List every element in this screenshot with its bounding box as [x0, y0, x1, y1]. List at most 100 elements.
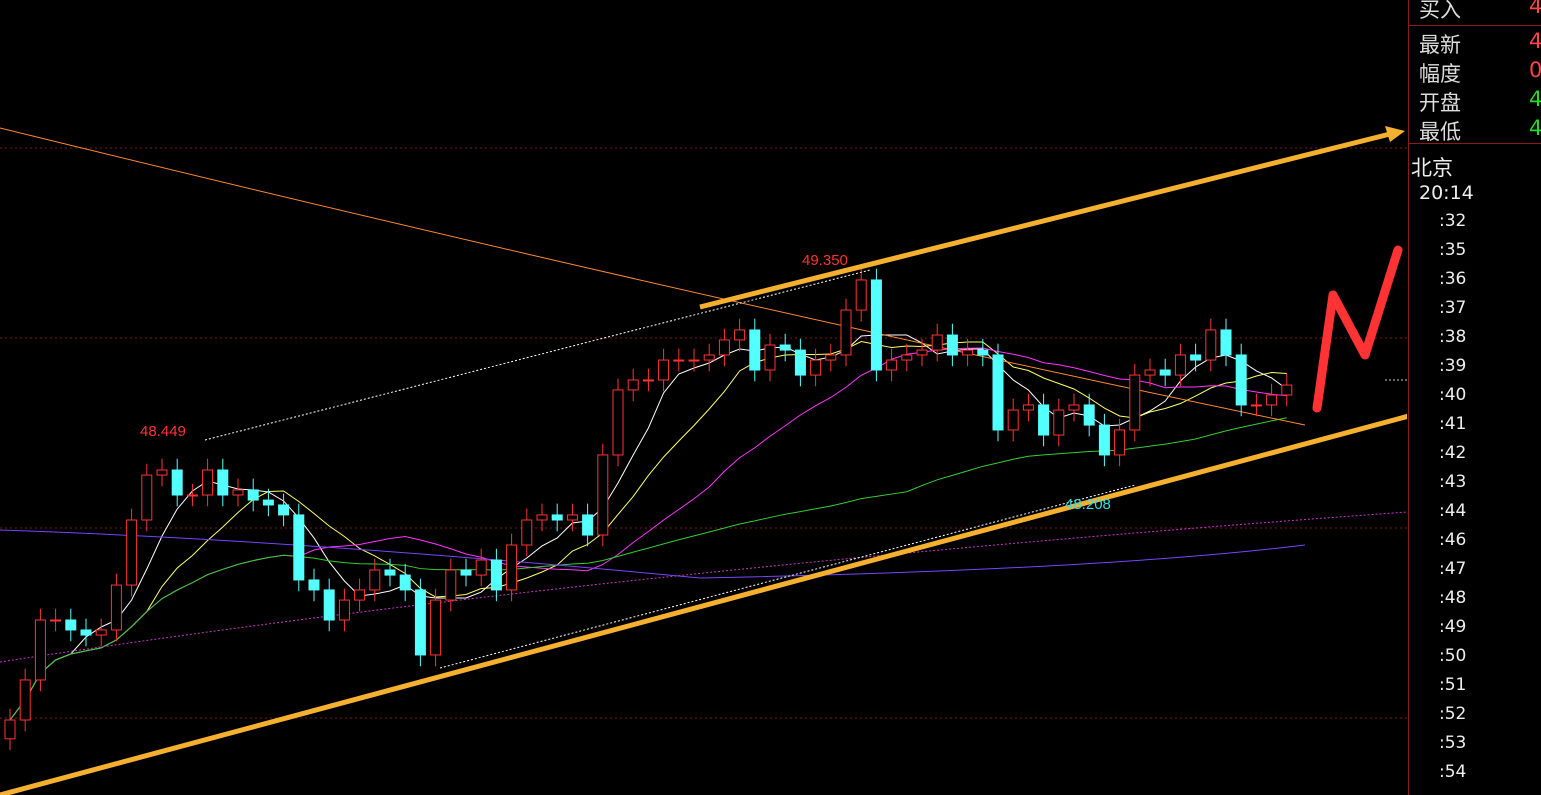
upper-arrow [699, 131, 1391, 310]
candle-body [19, 679, 31, 721]
long-ma-line-2 [0, 529, 1306, 579]
candle-body [338, 599, 350, 621]
quote-row-open: 开盘48 [1419, 87, 1541, 115]
time-tick: :35 [1439, 240, 1467, 260]
high-price-label: 49.350 [802, 252, 848, 269]
candle-body [202, 469, 214, 496]
quote-panel: 买入48. 最新48 幅度0. 开盘48 最低48 北京 20:14 :32:3… [1408, 0, 1541, 795]
candle-body [916, 349, 928, 356]
candle-body [65, 619, 77, 631]
candle-body [992, 354, 1004, 431]
candle-body [962, 349, 974, 356]
candle-body [734, 329, 746, 341]
hand-drawn-n-mark [1312, 245, 1403, 413]
candle-body [460, 569, 472, 576]
candle-body [4, 719, 16, 740]
candle-body [232, 489, 244, 496]
city-label: 北京 [1411, 156, 1453, 180]
candle-body [886, 359, 898, 371]
quote-row-last: 最新48 [1419, 29, 1541, 57]
time-tick: :39 [1439, 356, 1467, 376]
candle-body [1281, 384, 1293, 396]
time-tick: :37 [1439, 298, 1467, 318]
candle-body [688, 359, 700, 362]
candle-body [323, 589, 335, 621]
candle-body [1038, 404, 1050, 436]
candle-body [80, 629, 92, 636]
candle-body [262, 499, 274, 506]
candle-body [399, 574, 411, 591]
candle-body [931, 334, 943, 351]
ma10-line [9, 340, 1287, 721]
candle-body [794, 349, 806, 376]
candle-body [1250, 404, 1262, 407]
quote-row-bid: 买入48. [1419, 0, 1541, 22]
candle-body [1190, 354, 1202, 361]
time-tick: :46 [1439, 530, 1467, 550]
trendline-lower [439, 484, 1136, 669]
candle-body [308, 579, 320, 591]
candle-body [141, 474, 153, 521]
candle-body [658, 359, 670, 381]
candle-body [1053, 409, 1065, 436]
candle-body [1159, 369, 1171, 376]
ma60-line [9, 417, 1287, 721]
candle-body [764, 344, 776, 371]
low-price-label: 48.208 [1065, 496, 1111, 513]
candle-body [1114, 429, 1126, 456]
candle-body [840, 309, 852, 356]
candle-body [1205, 329, 1217, 361]
candle-body [247, 489, 259, 501]
divider [1409, 25, 1541, 26]
candle-body [1220, 329, 1232, 356]
candle-body [384, 569, 396, 576]
candle-body [445, 569, 457, 601]
candle-body [354, 589, 366, 601]
candle-body [901, 354, 913, 361]
candle-body [430, 599, 442, 656]
candle-body [946, 334, 958, 356]
candle-body [414, 589, 426, 656]
candle-body [126, 519, 138, 586]
time-tick: :52 [1439, 704, 1467, 724]
candle-body [1174, 354, 1186, 376]
candle-body [855, 279, 867, 311]
candle-body [673, 359, 685, 362]
arrow-head-icon [1385, 126, 1405, 142]
candle-body [369, 569, 381, 591]
candle-body [718, 339, 730, 356]
long-ma-line-3 [0, 511, 1407, 663]
candle-body [156, 469, 168, 476]
long-ma-line [0, 127, 1306, 426]
candle-body [186, 494, 198, 497]
candle-body [870, 279, 882, 371]
quote-row-low: 最低48 [1419, 116, 1541, 144]
candle-body [1129, 374, 1141, 431]
candle-body [551, 514, 563, 521]
candle-body [1144, 369, 1156, 376]
candle-body [521, 519, 533, 546]
candle-body [506, 544, 518, 591]
candle-body [582, 514, 594, 536]
time-tick: :44 [1439, 501, 1467, 521]
quote-row-change: 幅度0. [1419, 58, 1541, 86]
divider [1409, 143, 1541, 144]
candle-body [597, 454, 609, 536]
time-tick: :50 [1439, 646, 1467, 666]
candle-body [475, 559, 487, 576]
candle-body [1007, 409, 1019, 431]
candle-body [825, 354, 837, 361]
candlestick-chart[interactable]: 49.350 48.449 48.208 [0, 0, 1407, 795]
candle-body [34, 619, 46, 681]
time-tick: :48 [1439, 588, 1467, 608]
candle-body [703, 354, 715, 361]
candle-body [536, 514, 548, 521]
time-label: 20:14 [1419, 182, 1474, 204]
candle-body [612, 389, 624, 456]
candle-body [490, 559, 502, 591]
candle-body [977, 349, 989, 356]
time-tick: :42 [1439, 443, 1467, 463]
time-tick: :51 [1439, 675, 1467, 695]
time-tick: :36 [1439, 269, 1467, 289]
candle-body [95, 629, 107, 636]
